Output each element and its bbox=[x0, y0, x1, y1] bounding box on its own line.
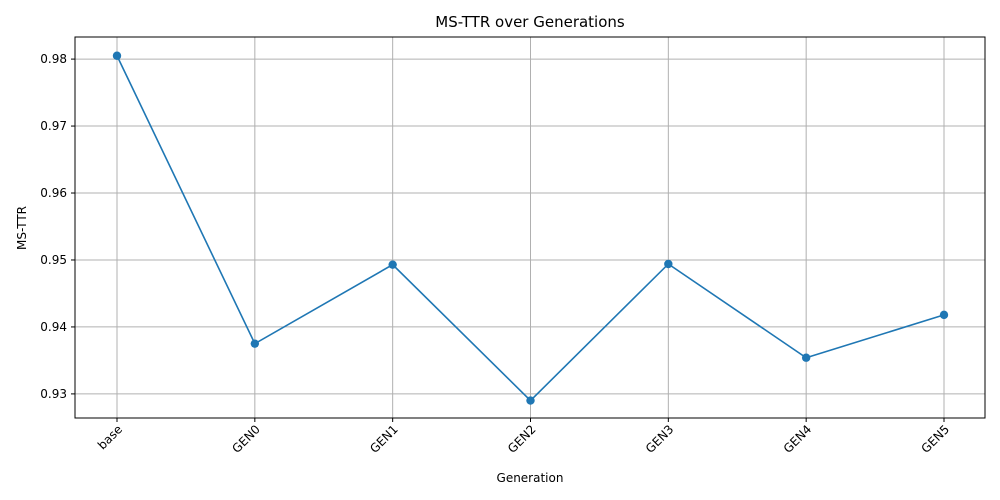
x-tick-label: GEN0 bbox=[229, 422, 263, 456]
chart-title: MS-TTR over Generations bbox=[435, 13, 625, 31]
x-tick-label: base bbox=[95, 422, 125, 452]
x-axis-label: Generation bbox=[497, 471, 564, 485]
data-point bbox=[250, 339, 260, 348]
y-tick-label: 0.94 bbox=[40, 320, 67, 334]
x-tick-label: GEN3 bbox=[643, 422, 677, 456]
data-point bbox=[112, 51, 122, 60]
y-tick-label: 0.98 bbox=[40, 52, 67, 66]
data-point bbox=[526, 396, 535, 405]
y-axis-label: MS-TTR bbox=[15, 206, 29, 250]
series bbox=[112, 51, 949, 405]
y-tick-label: 0.95 bbox=[40, 253, 67, 267]
grid bbox=[75, 37, 985, 418]
y-tick-label: 0.96 bbox=[40, 186, 67, 200]
y-axis: 0.93 0.94 0.95 0.96 0.97 0.98 bbox=[40, 52, 75, 401]
data-point bbox=[664, 259, 673, 269]
data-point bbox=[388, 260, 397, 269]
data-point bbox=[939, 310, 949, 320]
x-axis: base GEN0 GEN1 GEN2 GEN3 GEN4 GEN5 bbox=[95, 418, 952, 456]
y-tick-label: 0.97 bbox=[40, 119, 67, 133]
x-tick-label: GEN5 bbox=[919, 422, 953, 456]
y-tick-label: 0.93 bbox=[40, 387, 67, 401]
x-tick-label: GEN1 bbox=[367, 422, 401, 456]
data-point bbox=[801, 353, 811, 362]
x-tick-label: GEN2 bbox=[505, 422, 539, 456]
x-tick-label: GEN4 bbox=[781, 422, 815, 456]
